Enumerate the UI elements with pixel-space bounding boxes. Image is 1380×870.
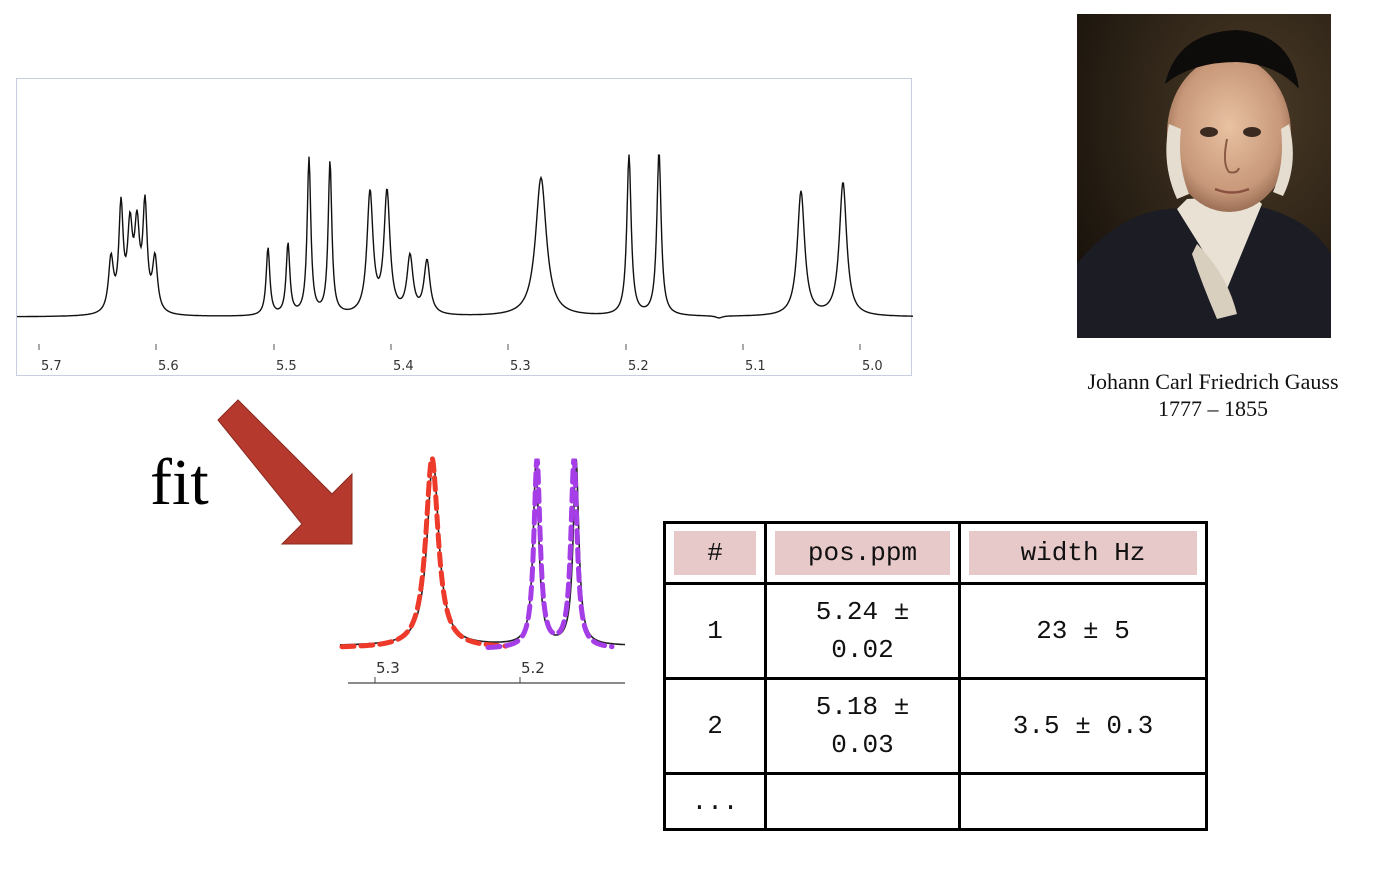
fit-tick-label: 5.2 — [521, 659, 545, 677]
arrow-shape — [217, 399, 353, 545]
fit-curve-peak-2 — [485, 458, 615, 650]
portrait-image — [1077, 14, 1331, 338]
fit-label: fit — [150, 446, 209, 519]
fit-curve-peak-1 — [339, 452, 509, 650]
spectrum-tick-label: 5.1 — [745, 359, 766, 374]
row-width: 3.5 ± 0.3 — [958, 677, 1208, 775]
spectrum-tick-label: 5.0 — [862, 359, 883, 374]
fit-svg: 5.3 5.2 — [339, 452, 625, 684]
caption-years: 1777 – 1855 — [1158, 396, 1268, 421]
row-width: 23 ± 5 — [958, 582, 1208, 680]
red-arrow — [200, 390, 370, 560]
row-index: ... — [663, 772, 767, 831]
gauss-portrait — [1077, 14, 1331, 338]
header-position: pos.ppm — [764, 521, 961, 585]
header-index: # — [663, 521, 767, 585]
table-row: 1 5.24 ±0.02 23 ± 5 — [663, 582, 1208, 680]
table-row: ... — [663, 772, 1208, 831]
fit-axis: 5.3 5.2 — [348, 659, 625, 684]
table-header-row: # pos.ppm width Hz — [663, 521, 1208, 585]
row-position: 5.18 ±0.03 — [764, 677, 961, 775]
spectrum-tick-label: 5.5 — [276, 359, 297, 374]
fit-detail-plot: 5.3 5.2 — [330, 430, 635, 690]
header-width: width Hz — [958, 521, 1208, 585]
table-row: 2 5.18 ±0.03 3.5 ± 0.3 — [663, 677, 1208, 775]
caption-name: Johann Carl Friedrich Gauss — [1087, 369, 1339, 394]
row-index: 2 — [663, 677, 767, 775]
nmr-spectrum: 5.7 5.6 5.5 5.4 5.3 5.2 5.1 5.0 — [16, 78, 913, 376]
portrait-caption: Johann Carl Friedrich Gauss 1777 – 1855 — [1040, 368, 1380, 422]
spectrum-tick-label: 5.4 — [393, 359, 414, 374]
row-position: 5.24 ±0.02 — [764, 582, 961, 680]
arrow-svg — [217, 399, 353, 545]
row-index: 1 — [663, 582, 767, 680]
fit-results-table: # pos.ppm width Hz 1 5.24 ±0.02 23 ± 5 2… — [663, 521, 1208, 831]
spectrum-tick-label: 5.2 — [628, 359, 649, 374]
row-position — [764, 772, 961, 831]
spectrum-svg: 5.7 5.6 5.5 5.4 5.3 5.2 5.1 5.0 — [17, 154, 913, 374]
spectrum-tick-label: 5.3 — [510, 359, 531, 374]
row-width — [958, 772, 1208, 831]
spectrum-trace — [17, 154, 913, 319]
spectrum-tick-label: 5.6 — [158, 359, 179, 374]
spectrum-tick-label: 5.7 — [41, 359, 62, 374]
fit-tick-label: 5.3 — [376, 659, 400, 677]
spectrum-axis: 5.7 5.6 5.5 5.4 5.3 5.2 5.1 5.0 — [38, 344, 883, 374]
